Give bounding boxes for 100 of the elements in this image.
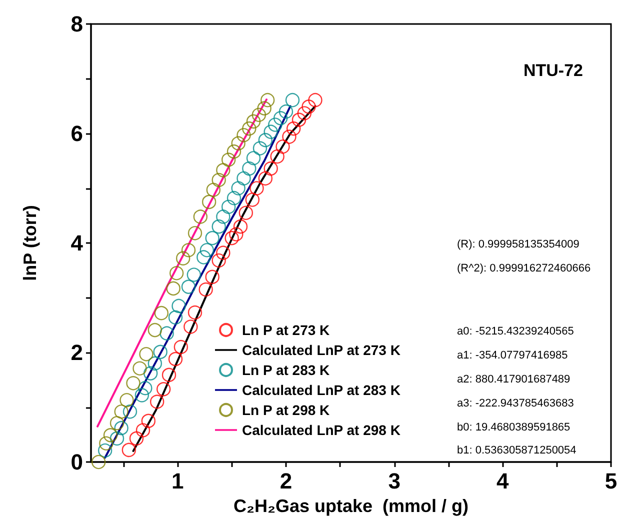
point [188, 305, 202, 320]
annotation: a0: -5215.43239240565 [457, 326, 574, 338]
point [264, 161, 278, 176]
point [264, 124, 278, 139]
point [231, 136, 246, 150]
x-tick-label: 1 [172, 468, 184, 494]
point [246, 114, 261, 129]
point [257, 101, 272, 116]
point [221, 200, 236, 214]
point [196, 250, 211, 264]
point [260, 93, 275, 108]
point [114, 404, 128, 419]
annotation: a3: -222.943785463683 [457, 398, 574, 410]
point [212, 253, 226, 268]
annotation: a2: 880.417901687489 [457, 374, 570, 386]
point [148, 322, 162, 338]
legend-label: Ln P at 273 K [242, 322, 330, 338]
point [156, 382, 171, 396]
point [282, 130, 296, 144]
point [231, 181, 246, 196]
x-tick-label: 2 [280, 468, 292, 494]
point [181, 280, 196, 294]
point [205, 230, 220, 246]
point [258, 171, 273, 186]
point [216, 163, 230, 178]
annotation: b1: 0.536305871250054 [457, 444, 576, 456]
x-tick-label: 3 [388, 468, 400, 494]
point [134, 388, 150, 402]
point [245, 192, 260, 207]
point [169, 266, 184, 280]
point [268, 118, 282, 132]
point [286, 121, 301, 136]
point [166, 281, 180, 296]
x-axis-title: C₂H₂Gas uptake (mmol / g) [233, 496, 469, 516]
point [148, 356, 162, 371]
annotation: b0: 19.4680389591865 [457, 422, 570, 434]
point [221, 152, 236, 167]
legend-label: Calculated LnP at 298 K [242, 422, 400, 438]
point [226, 191, 242, 206]
point [212, 219, 226, 234]
annotation: (R^2): 0.999916272460666 [457, 262, 591, 274]
point [120, 393, 134, 408]
point [258, 132, 273, 148]
point [114, 420, 128, 436]
point [132, 361, 147, 376]
point [250, 181, 264, 196]
point [276, 140, 290, 154]
point [205, 270, 220, 284]
point [168, 310, 183, 325]
point [193, 210, 208, 224]
point [188, 226, 202, 240]
y-tick-label: 6 [70, 121, 83, 146]
x-tick-label: 4 [496, 468, 510, 494]
point [153, 344, 168, 360]
point [184, 320, 198, 334]
point [136, 423, 150, 438]
point [252, 108, 266, 122]
point [150, 394, 164, 409]
point [216, 246, 230, 260]
point [292, 112, 306, 127]
point [270, 149, 284, 164]
legend-label: Calculated LnP at 283 K [242, 382, 400, 398]
point [186, 268, 202, 282]
point [141, 414, 156, 428]
point [110, 416, 124, 430]
point [160, 326, 174, 340]
point [154, 306, 169, 320]
point [181, 243, 196, 258]
point [285, 93, 300, 108]
point [226, 144, 242, 159]
annotation: a1: -354.07797416985 [457, 350, 568, 362]
point [212, 172, 226, 188]
point [206, 182, 221, 197]
annotation: (R): 0.999958135354009 [457, 238, 580, 250]
line-series [132, 105, 316, 452]
point [238, 206, 254, 220]
point [236, 128, 251, 142]
point [122, 404, 138, 419]
legend-label: Ln P at 283 K [242, 362, 330, 378]
point [168, 352, 183, 366]
point [302, 100, 316, 114]
point [172, 298, 186, 314]
point [242, 121, 256, 136]
annotation: NTU-72 [523, 61, 584, 80]
point [246, 151, 261, 166]
point [103, 428, 118, 442]
point [273, 111, 288, 126]
point [138, 380, 152, 396]
point [126, 376, 140, 390]
point [99, 436, 114, 450]
point [216, 210, 230, 224]
legend-label: Calculated LnP at 273 K [242, 342, 400, 358]
point [143, 366, 158, 380]
point [98, 443, 112, 458]
point [224, 230, 239, 246]
point [176, 251, 190, 266]
point [139, 347, 154, 362]
point [129, 431, 144, 446]
point [198, 282, 213, 297]
point [278, 104, 294, 119]
